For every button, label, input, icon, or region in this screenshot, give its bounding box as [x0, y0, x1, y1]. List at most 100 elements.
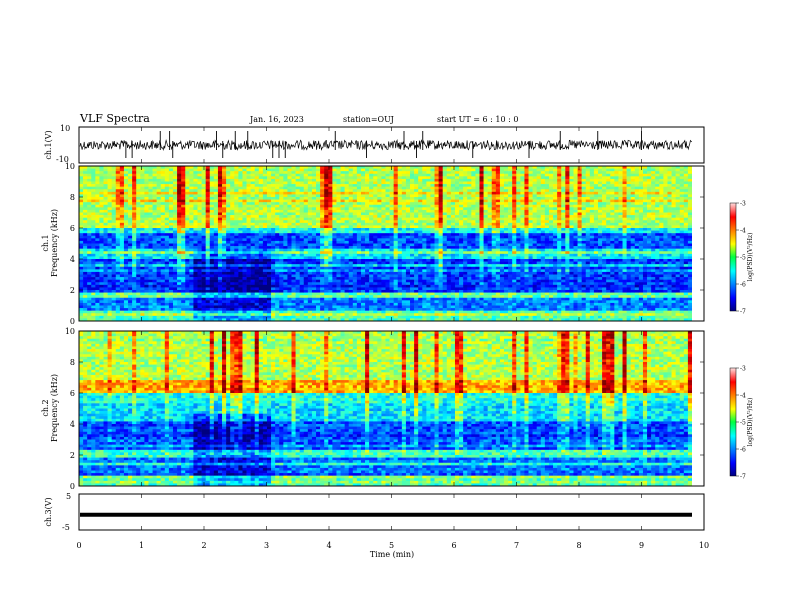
- spec1-cell-64-21: [340, 220, 345, 224]
- spec1-cell-11-56: [123, 310, 129, 314]
- spec1-cell-40-42: [242, 274, 247, 278]
- spec1-cell-39-55: [238, 308, 243, 311]
- spec1-cell-45-7: [262, 184, 268, 187]
- spec1-cell-1-21: [83, 220, 88, 224]
- spec1-cell-20-32: [160, 248, 166, 252]
- spec1-cell-67-42: [352, 274, 358, 278]
- spec1-cell-6-48: [103, 290, 108, 293]
- spec1-cell-4-8: [95, 186, 100, 190]
- spec1-cell-33-26: [213, 233, 219, 237]
- spec1-cell-42-49: [250, 292, 256, 296]
- spec1-cell-17-17: [148, 209, 153, 213]
- spec1-cell-12-58: [128, 315, 133, 319]
- spec1-cell-13-32: [132, 248, 137, 252]
- spec1-cell-29-51: [197, 297, 202, 301]
- spec1-cell-61-59: [328, 318, 333, 322]
- spec1-cell-9-51: [115, 297, 121, 301]
- spec1-cell-36-53: [226, 302, 231, 306]
- spec1-cell-54-42: [299, 274, 305, 278]
- spec1-cell-41-20: [246, 217, 251, 221]
- spec1-cell-46-4: [266, 176, 272, 180]
- spec1-cell-81-31: [410, 246, 415, 249]
- spec1-cell-63-55: [336, 308, 341, 311]
- spec1-cell-54-39: [299, 266, 305, 270]
- spec1-cell-63-22: [336, 222, 341, 226]
- spec1-cell-10-16: [119, 207, 125, 211]
- spec1-cell-49-5: [279, 178, 284, 182]
- spec1-cell-73-17: [377, 209, 382, 213]
- spec1-cell-26-20: [185, 217, 190, 221]
- spec1-cell-44-53: [258, 302, 264, 306]
- spec1-cell-73-56: [377, 310, 382, 314]
- spec1-cell-51-37: [287, 261, 292, 265]
- spec1-cell-51-7: [287, 184, 292, 187]
- spec1-cell-79-52: [401, 300, 407, 304]
- spec1-cell-41-26: [246, 233, 251, 237]
- spec1-cell-11-49: [123, 292, 129, 296]
- spec1-cell-49-47: [279, 287, 284, 291]
- spec1-cell-3-27: [91, 235, 96, 239]
- spec1-cell-61-15: [328, 204, 333, 208]
- spec1-cell-56-52: [307, 300, 313, 304]
- spec1-cell-55-17: [303, 209, 309, 213]
- spec1-cell-57-45: [311, 282, 317, 286]
- spec1-cell-24-41: [177, 271, 182, 275]
- spec1-cell-78-45: [397, 282, 403, 286]
- spec1-cell-52-39: [291, 266, 296, 270]
- spec1-cell-67-55: [352, 308, 358, 311]
- spec1-cell-43-18: [254, 212, 260, 216]
- spec1-cell-59-15: [320, 204, 325, 208]
- spec1-cell-26-19: [185, 215, 190, 218]
- spec1-cell-42-36: [250, 259, 256, 262]
- spec1-cell-57-52: [311, 300, 317, 304]
- spec1-cell-29-8: [197, 186, 202, 190]
- spec1-cell-12-27: [128, 235, 133, 239]
- spec1-cell-31-0: [205, 166, 211, 169]
- spec1-cell-26-32: [185, 248, 190, 252]
- spec1-cell-2-18: [87, 212, 92, 216]
- spec1-cell-47-0: [271, 166, 276, 169]
- spec1-cell-57-59: [311, 318, 317, 322]
- spec1-cell-14-52: [136, 300, 141, 304]
- spec1-cell-61-44: [328, 279, 333, 283]
- spec1-cell-75-24: [385, 228, 390, 231]
- spec1-cell-20-14: [160, 202, 166, 206]
- spec1-cell-42-55: [250, 308, 256, 311]
- spec1-cell-24-37: [177, 261, 182, 265]
- figure-date: Jan. 16, 2023: [249, 115, 304, 124]
- spec1-cell-51-11: [287, 194, 292, 198]
- spec1-cell-27-50: [189, 295, 194, 299]
- spec1-cell-77-41: [393, 271, 399, 275]
- spec1-cell-46-8: [266, 186, 272, 190]
- spec1-cell-6-14: [103, 202, 108, 206]
- spec1-cell-13-26: [132, 233, 137, 237]
- spec1-cell-59-1: [320, 168, 325, 172]
- spec1-cell-38-58: [234, 315, 239, 319]
- spec1-cell-80-59: [405, 318, 411, 322]
- spec1-cell-40-31: [242, 246, 247, 249]
- spec1-cell-32-54: [209, 305, 215, 309]
- spec1-cell-49-15: [279, 204, 284, 208]
- spec1-cell-6-25: [103, 230, 108, 234]
- spec1-cell-75-32: [385, 248, 390, 252]
- spec1-cell-39-6: [238, 181, 243, 185]
- spec1-cell-32-35: [209, 256, 215, 260]
- spec1-cell-35-27: [222, 235, 227, 239]
- spec1-cell-28-25: [193, 230, 198, 234]
- spec1-cell-68-48: [356, 290, 362, 293]
- spec1-cell-68-12: [356, 197, 362, 200]
- spec1-cell-19-8: [156, 186, 162, 190]
- spec1-cell-6-33: [103, 251, 108, 255]
- spec1-cell-29-0: [197, 166, 202, 169]
- spec1-cell-55-34: [303, 253, 309, 257]
- spec1-cell-14-35: [136, 256, 141, 260]
- spec1-cell-79-38: [401, 264, 407, 268]
- spec1-cell-50-4: [283, 176, 288, 180]
- spec1-cell-75-15: [385, 204, 390, 208]
- spec1-cell-57-1: [311, 168, 317, 172]
- spec1-cell-58-53: [316, 302, 321, 306]
- spec1-cell-43-4: [254, 176, 260, 180]
- spec1-cell-13-9: [132, 189, 137, 193]
- spec1-cell-63-43: [336, 277, 341, 280]
- spec1-cell-35-21: [222, 220, 227, 224]
